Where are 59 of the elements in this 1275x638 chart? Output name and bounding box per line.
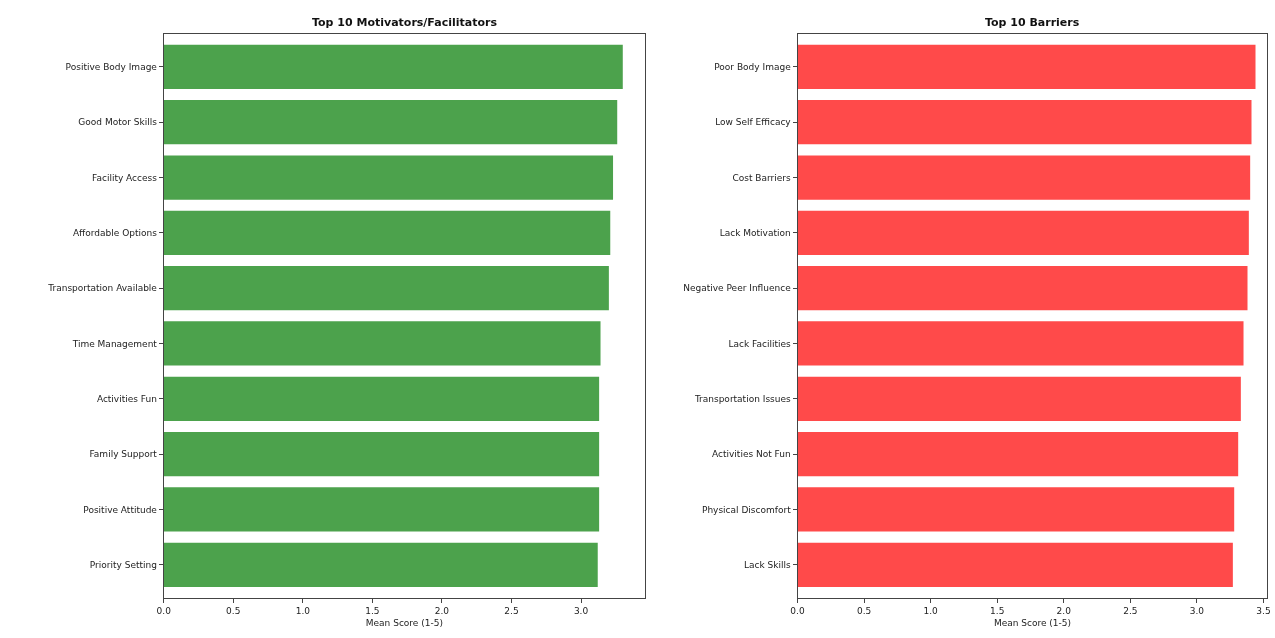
y-tick-label: Cost Barriers (732, 172, 791, 183)
x-tick-label: 3.0 (573, 605, 589, 616)
bar (797, 321, 1244, 366)
y-tick-label: Positive Attitude (83, 504, 158, 515)
y-tick-label: Facility Access (92, 172, 158, 183)
x-tick-label: 0.5 (856, 605, 872, 616)
x-axis-title: Mean Score (1-5) (365, 617, 443, 628)
y-tick-label: Low Self Efficacy (715, 117, 792, 128)
y-tick-label: Priority Setting (89, 559, 157, 570)
y-tick-label: Family Support (89, 449, 158, 460)
y-tick-label: Physical Discomfort (701, 504, 792, 515)
y-tick-label: Lack Facilities (728, 338, 792, 349)
bar (163, 432, 600, 477)
x-tick-label: 0.0 (790, 605, 805, 616)
bar (163, 266, 609, 311)
x-tick-label: 3.0 (1189, 605, 1205, 616)
bar (163, 376, 600, 421)
y-tick-label: Activities Not Fun (712, 449, 791, 460)
x-tick-label: 2.5 (504, 605, 519, 616)
bar (163, 100, 618, 145)
x-tick-label: 3.5 (1256, 605, 1271, 616)
bar (163, 542, 598, 587)
bar (797, 210, 1249, 255)
x-tick-label: 2.5 (1123, 605, 1138, 616)
y-tick-label: Time Management (71, 338, 158, 349)
y-tick-label: Activities Fun (96, 393, 157, 404)
y-tick-label: Good Motor Skills (78, 117, 158, 128)
y-tick-label: Negative Peer Influence (683, 283, 792, 294)
bar (797, 155, 1251, 200)
bar (797, 44, 1256, 90)
y-tick-label: Lack Skills (744, 559, 791, 570)
bar (797, 266, 1248, 311)
chart-title: Top 10 Motivators/Facilitators (312, 16, 498, 29)
x-tick-label: 2.0 (434, 605, 450, 616)
bar (163, 487, 600, 532)
bar (163, 44, 623, 90)
bar (163, 155, 614, 200)
bar (797, 487, 1235, 532)
y-tick-label: Poor Body Image (714, 62, 792, 73)
bar (163, 321, 601, 366)
bar (797, 542, 1233, 587)
x-tick-label: 0.5 (226, 605, 241, 616)
y-tick-label: Transportation Available (47, 283, 158, 294)
y-tick-label: Positive Body Image (65, 62, 158, 73)
x-tick-label: 2.0 (1056, 605, 1072, 616)
bar (797, 432, 1239, 477)
chart-title: Top 10 Barriers (985, 16, 1080, 29)
bar (797, 376, 1241, 421)
x-tick-label: 1.5 (990, 605, 1005, 616)
x-axis-title: Mean Score (1-5) (993, 617, 1072, 628)
y-tick-label: Lack Motivation (719, 228, 791, 238)
y-tick-label: Affordable Options (72, 228, 158, 238)
x-tick-label: 1.0 (295, 605, 311, 616)
x-tick-label: 1.5 (365, 605, 380, 616)
bar (163, 210, 611, 255)
x-tick-label: 0.0 (156, 605, 172, 616)
x-tick-label: 1.0 (923, 605, 939, 616)
y-tick-label: Transportation Issues (693, 393, 792, 404)
bar (797, 100, 1252, 145)
